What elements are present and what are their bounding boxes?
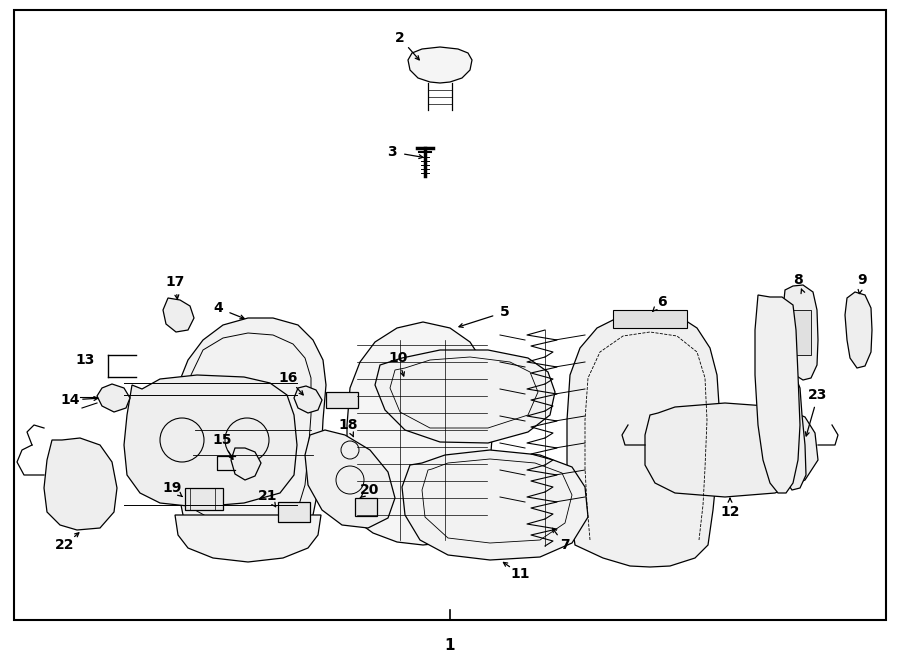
- Text: 22: 22: [55, 538, 75, 552]
- Text: 2: 2: [395, 31, 405, 45]
- Polygon shape: [408, 47, 472, 83]
- Text: 12: 12: [720, 505, 740, 519]
- Polygon shape: [175, 515, 321, 562]
- Text: 18: 18: [338, 418, 358, 432]
- Text: 9: 9: [857, 273, 867, 287]
- Text: 4: 4: [213, 301, 223, 315]
- Text: 1: 1: [445, 637, 455, 652]
- Polygon shape: [375, 350, 555, 443]
- Bar: [613, 310, 687, 328]
- Text: 13: 13: [76, 353, 94, 367]
- Polygon shape: [567, 312, 720, 567]
- Text: 6: 6: [657, 295, 667, 309]
- Text: 3: 3: [387, 145, 397, 159]
- Text: 16: 16: [278, 371, 298, 385]
- Text: 5: 5: [500, 305, 510, 319]
- Polygon shape: [783, 285, 818, 380]
- Text: 10: 10: [388, 351, 408, 365]
- Polygon shape: [163, 298, 194, 332]
- Bar: [789, 310, 811, 355]
- Text: 20: 20: [360, 483, 380, 497]
- Polygon shape: [124, 375, 297, 507]
- Polygon shape: [347, 322, 493, 545]
- Bar: [326, 392, 358, 408]
- Polygon shape: [305, 430, 395, 528]
- Text: 21: 21: [258, 489, 278, 503]
- Text: 11: 11: [510, 567, 530, 581]
- Polygon shape: [645, 403, 818, 497]
- Polygon shape: [175, 318, 326, 543]
- Polygon shape: [44, 438, 117, 530]
- Polygon shape: [402, 450, 588, 560]
- Polygon shape: [294, 386, 322, 413]
- Bar: [185, 488, 223, 510]
- Text: 15: 15: [212, 433, 232, 447]
- Bar: [278, 502, 310, 522]
- Text: 7: 7: [560, 538, 570, 552]
- Text: 8: 8: [793, 273, 803, 287]
- Polygon shape: [777, 370, 806, 490]
- Text: 23: 23: [808, 388, 828, 402]
- Polygon shape: [231, 448, 261, 480]
- Polygon shape: [97, 384, 130, 412]
- Text: 19: 19: [162, 481, 182, 495]
- Text: 14: 14: [60, 393, 80, 407]
- Text: 17: 17: [166, 275, 184, 289]
- Bar: [355, 498, 377, 516]
- Polygon shape: [845, 292, 872, 368]
- Polygon shape: [755, 295, 800, 493]
